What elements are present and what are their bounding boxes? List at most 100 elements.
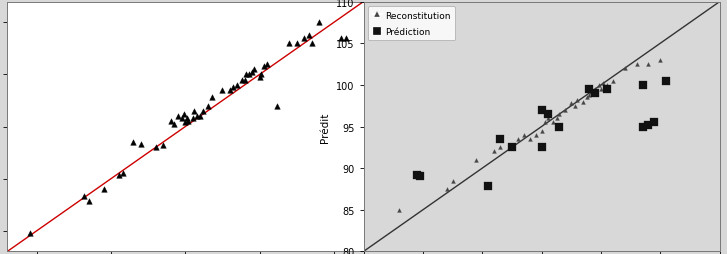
Reconstitution [441,187,452,191]
Reconstitution [539,121,551,125]
Point [246,71,258,75]
Point [135,142,147,147]
Point [236,78,248,82]
Point [83,200,95,204]
Reconstitution [524,137,536,141]
Prédiction [542,113,553,117]
Point [182,120,194,124]
Reconstitution [571,98,583,102]
Point [187,117,198,121]
Prédiction [601,88,613,92]
Point [198,109,209,114]
Point [165,120,177,124]
Prédiction [414,175,426,179]
Reconstitution [542,117,553,121]
Reconstitution [593,84,604,88]
Legend: Reconstitution, Prédiction: Reconstitution, Prédiction [368,7,455,41]
Reconstitution [566,102,577,106]
Point [272,104,284,108]
Point [113,174,124,178]
Point [157,144,169,148]
Prédiction [536,108,547,113]
Reconstitution [512,137,523,141]
Point [150,146,161,150]
Point [202,104,214,108]
Prédiction [494,137,506,141]
Reconstitution [554,113,566,117]
Point [177,117,188,121]
Prédiction [637,84,648,88]
Reconstitution [536,129,547,133]
Prédiction [637,125,648,129]
Reconstitution [489,150,500,154]
Point [178,113,190,117]
Point [98,187,110,191]
Prédiction [411,173,423,177]
Reconstitution [569,104,581,108]
Point [335,37,347,41]
Reconstitution [586,90,598,94]
Prédiction [648,121,660,125]
Reconstitution [447,179,459,183]
Point [79,195,90,199]
Reconstitution [494,146,506,150]
Point [254,75,265,79]
Prédiction [554,125,566,129]
Point [306,42,318,46]
Point [128,140,140,145]
Reconstitution [601,84,613,88]
Point [261,63,273,67]
Point [340,37,352,41]
Point [284,42,295,46]
Point [231,84,243,88]
Point [255,73,267,77]
Y-axis label: Prédit: Prédit [321,112,330,142]
Reconstitution [598,82,609,86]
Point [239,78,251,82]
Point [313,21,325,25]
Reconstitution [583,93,595,98]
Point [180,121,191,125]
Reconstitution [577,100,589,104]
Prédiction [482,185,494,189]
Reconstitution [547,121,559,125]
Prédiction [590,92,601,96]
Point [188,109,200,114]
Point [24,231,36,235]
Point [117,172,129,176]
Reconstitution [560,108,571,113]
Point [172,115,184,119]
Point [191,115,203,119]
Point [194,115,206,119]
Prédiction [583,88,595,92]
Prédiction [643,123,654,127]
Prédiction [536,146,547,150]
Point [244,73,255,77]
Point [181,117,193,121]
Point [241,73,252,77]
Point [227,86,238,90]
Point [291,42,302,46]
Point [168,123,180,127]
Reconstitution [631,63,643,67]
Reconstitution [551,117,563,121]
Point [224,89,236,93]
Reconstitution [654,59,666,63]
Reconstitution [581,96,593,100]
Point [248,68,260,72]
Reconstitution [607,79,619,83]
Reconstitution [590,88,601,92]
Point [302,34,314,38]
Prédiction [660,79,672,83]
Reconstitution [595,88,607,92]
Reconstitution [393,208,405,212]
Reconstitution [530,133,542,137]
Point [217,89,228,93]
Reconstitution [518,133,529,137]
Point [298,37,310,41]
Reconstitution [470,158,482,162]
Reconstitution [643,63,654,67]
Point [258,65,270,69]
Point [206,96,218,100]
Reconstitution [619,67,630,71]
